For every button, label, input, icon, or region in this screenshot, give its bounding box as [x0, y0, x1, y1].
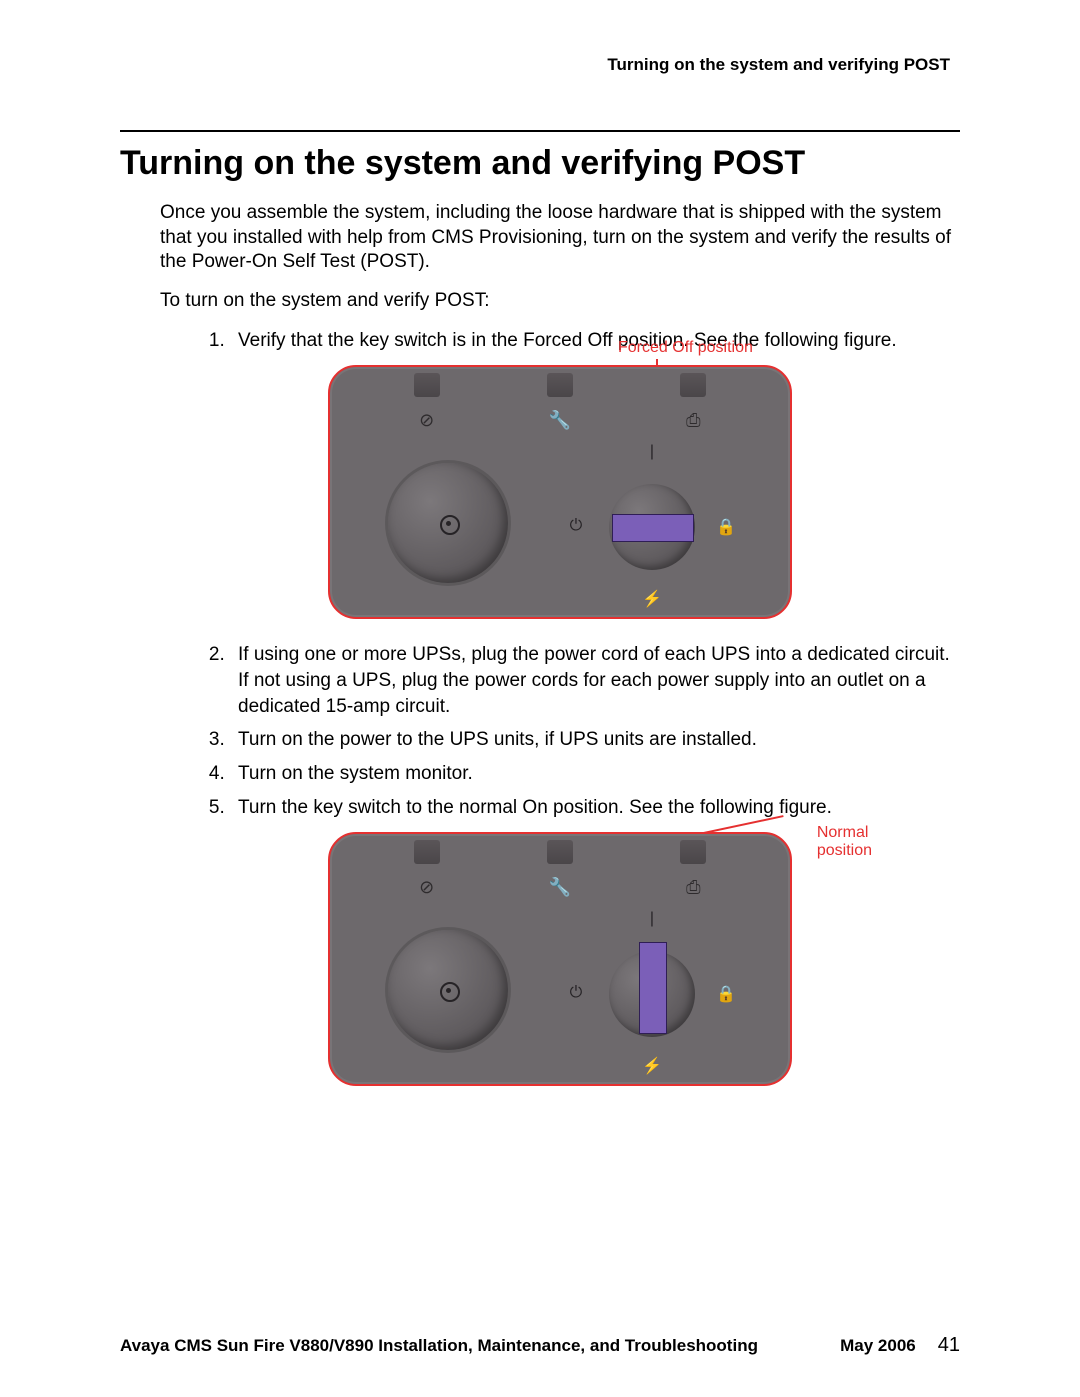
step-5: Turn the key switch to the normal On pos…	[230, 795, 960, 821]
step-1: Verify that the key switch is in the For…	[230, 328, 960, 354]
key-pos-power-icon: ⏻	[566, 517, 586, 535]
document-page: Turning on the system and verifying POST…	[0, 0, 1080, 1397]
panel-tab	[414, 840, 440, 864]
procedure-list-cont: If using one or more UPSs, plug the powe…	[160, 642, 960, 820]
panel-tabs	[330, 373, 790, 397]
page-footer: Avaya CMS Sun Fire V880/V890 Installatio…	[120, 1334, 960, 1357]
led-row: ⊘ 🔧 ⎙	[330, 876, 790, 898]
panel-tab	[680, 840, 706, 864]
ok-led-icon: ⊘	[414, 409, 440, 431]
key-pos-diag-icon: ⚡	[642, 1056, 662, 1076]
key-switch-assembly: | 🔒 ⚡ ⏻	[572, 447, 732, 607]
footer-doc-title: Avaya CMS Sun Fire V880/V890 Installatio…	[120, 1336, 840, 1356]
key-pos-locked-icon: 🔒	[716, 984, 736, 1004]
figure-normal: Normal position ⊘ 🔧 ⎙ |	[160, 832, 960, 1091]
step-3: Turn on the power to the UPS units, if U…	[230, 727, 960, 753]
key-switch-dial	[609, 484, 695, 570]
led-row: ⊘ 🔧 ⎙	[330, 409, 790, 431]
power-knob	[388, 463, 508, 583]
section-rule	[120, 130, 960, 132]
panel-tabs	[330, 840, 790, 864]
lead-in-paragraph: To turn on the system and verify POST:	[160, 289, 960, 314]
locator-led-icon: ⎙	[680, 876, 706, 898]
service-led-icon: 🔧	[547, 876, 573, 898]
page-title: Turning on the system and verifying POST	[120, 144, 960, 183]
procedure-list: Verify that the key switch is in the For…	[160, 328, 960, 354]
power-knob	[388, 930, 508, 1050]
running-header: Turning on the system and verifying POST	[120, 55, 960, 75]
key-pos-power-icon: ⏻	[566, 984, 586, 1002]
key-slot-forced-off	[612, 514, 694, 542]
step-2: If using one or more UPSs, plug the powe…	[230, 642, 960, 719]
panel-tab	[547, 373, 573, 397]
callout-forced-off-label: Forced Off position	[618, 339, 753, 357]
figure-forced-off: Forced Off position ⊘ 🔧 ⎙ |	[160, 365, 960, 624]
panel-tab	[680, 373, 706, 397]
key-pos-normal-icon: |	[642, 443, 662, 461]
footer-date: May 2006	[840, 1336, 916, 1356]
key-switch-dial	[609, 951, 695, 1037]
service-led-icon: 🔧	[547, 409, 573, 431]
footer-page-number: 41	[938, 1334, 960, 1357]
panel-tab	[547, 840, 573, 864]
key-pos-diag-icon: ⚡	[642, 589, 662, 609]
ok-led-icon: ⊘	[414, 876, 440, 898]
callout-normal-label: Normal position	[817, 824, 872, 859]
locator-led-icon: ⎙	[680, 409, 706, 431]
panel-tab	[414, 373, 440, 397]
key-pos-locked-icon: 🔒	[716, 517, 736, 537]
control-panel-forced-off: ⊘ 🔧 ⎙ | 🔒 ⚡ ⏻	[328, 365, 792, 619]
key-switch-assembly: | 🔒 ⚡ ⏻	[572, 914, 732, 1074]
control-panel-normal: ⊘ 🔧 ⎙ | 🔒 ⚡ ⏻	[328, 832, 792, 1086]
intro-paragraph: Once you assemble the system, including …	[160, 201, 960, 275]
body-content: Once you assemble the system, including …	[120, 201, 960, 1091]
step-4: Turn on the system monitor.	[230, 761, 960, 787]
key-pos-normal-icon: |	[642, 910, 662, 928]
key-slot-normal	[639, 942, 667, 1034]
